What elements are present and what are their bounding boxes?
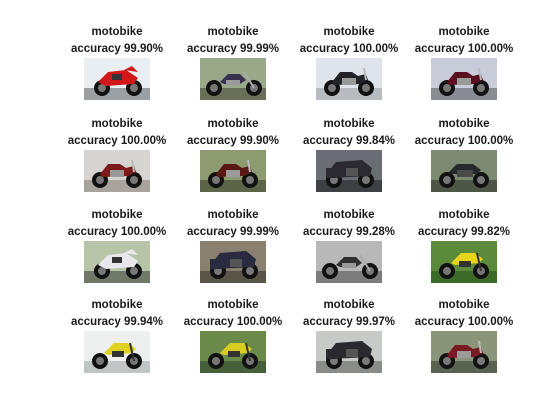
motorbike-image (431, 331, 497, 373)
result-cell: motobike accuracy 100.00% (291, 24, 407, 100)
class-label: motobike (323, 299, 375, 311)
motorbike-image (84, 241, 150, 283)
motorbike-image (200, 241, 266, 283)
class-label: motobike (207, 299, 259, 311)
class-label: motobike (438, 26, 490, 38)
result-cell: motobike accuracy 99.90% (59, 24, 175, 100)
accuracy-label: accuracy 99.99% (186, 226, 280, 238)
accuracy-label: accuracy 100.00% (67, 226, 167, 238)
accuracy-label: accuracy 99.97% (302, 316, 396, 328)
class-label: motobike (91, 118, 143, 130)
accuracy-label: accuracy 99.90% (70, 43, 164, 55)
result-cell: motobike accuracy 99.99% (175, 207, 291, 283)
class-label: motobike (323, 209, 375, 221)
motorbike-image (84, 331, 150, 373)
motorbike-image (431, 150, 497, 192)
motorbike-image (200, 331, 266, 373)
class-label: motobike (91, 209, 143, 221)
accuracy-label: accuracy 100.00% (414, 135, 514, 147)
accuracy-label: accuracy 100.00% (414, 316, 514, 328)
class-label: motobike (438, 299, 490, 311)
motorbike-image (431, 241, 497, 283)
motorbike-image (316, 331, 382, 373)
accuracy-label: accuracy 99.99% (186, 43, 280, 55)
result-cell: motobike accuracy 100.00% (175, 297, 291, 373)
class-label: motobike (323, 118, 375, 130)
motorbike-image (316, 58, 382, 100)
result-cell: motobike accuracy 100.00% (59, 116, 175, 192)
accuracy-label: accuracy 99.90% (186, 135, 280, 147)
result-cell: motobike accuracy 99.28% (291, 207, 407, 283)
result-cell: motobike accuracy 99.97% (291, 297, 407, 373)
class-label: motobike (207, 26, 259, 38)
class-label: motobike (323, 26, 375, 38)
accuracy-label: accuracy 100.00% (299, 43, 399, 55)
accuracy-label: accuracy 100.00% (414, 43, 514, 55)
result-cell: motobike accuracy 100.00% (59, 207, 175, 283)
class-label: motobike (438, 118, 490, 130)
motorbike-image (200, 150, 266, 192)
result-cell: motobike accuracy 99.99% (175, 24, 291, 100)
accuracy-label: accuracy 99.82% (417, 226, 511, 238)
result-cell: motobike accuracy 99.84% (291, 116, 407, 192)
accuracy-label: accuracy 100.00% (183, 316, 283, 328)
accuracy-label: accuracy 99.94% (70, 316, 164, 328)
result-cell: motobike accuracy 99.90% (175, 116, 291, 192)
class-label: motobike (207, 118, 259, 130)
class-label: motobike (91, 26, 143, 38)
accuracy-label: accuracy 99.28% (302, 226, 396, 238)
motorbike-image (84, 150, 150, 192)
accuracy-label: accuracy 99.84% (302, 135, 396, 147)
class-label: motobike (207, 209, 259, 221)
motorbike-image (431, 58, 497, 100)
accuracy-label: accuracy 100.00% (67, 135, 167, 147)
motorbike-image (316, 241, 382, 283)
motorbike-image (200, 58, 266, 100)
class-label: motobike (438, 209, 490, 221)
result-cell: motobike accuracy 99.94% (59, 297, 175, 373)
motorbike-image (316, 150, 382, 192)
class-label: motobike (91, 299, 143, 311)
motorbike-image (84, 58, 150, 100)
result-cell: motobike accuracy 100.00% (406, 297, 522, 373)
result-cell: motobike accuracy 100.00% (406, 24, 522, 100)
result-cell: motobike accuracy 99.82% (406, 207, 522, 283)
result-cell: motobike accuracy 100.00% (406, 116, 522, 192)
